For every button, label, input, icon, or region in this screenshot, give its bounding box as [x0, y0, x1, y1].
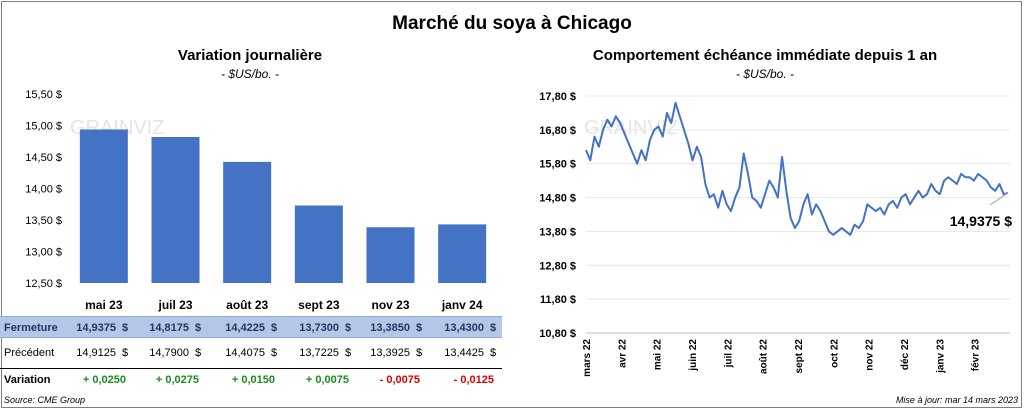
currency-symbol: $: [416, 347, 423, 359]
currency-symbol: $: [345, 347, 352, 359]
bar-chart-title: Variation journalière: [177, 47, 323, 64]
x-tick-label: mai 22: [653, 339, 664, 371]
currency-symbol: $: [271, 347, 278, 359]
table-cell: + 0,0075: [305, 374, 349, 386]
bar: [294, 205, 343, 283]
table-cell: 14,8175: [149, 322, 189, 334]
bar: [79, 129, 128, 283]
y-tick-label: 10,80 $: [539, 328, 576, 340]
watermark-right: GRAINVIZ: [584, 117, 678, 139]
bar: [438, 224, 487, 283]
y-tick-label: 12,80 $: [539, 260, 576, 272]
line-chart-unit: - $US/bo. -: [735, 67, 795, 81]
y-tick-label: 13,50 $: [25, 215, 62, 227]
table-cell: 14,9375: [76, 322, 116, 334]
x-tick-label: nov 22: [865, 339, 876, 371]
table-cell: + 0,0275: [155, 374, 199, 386]
currency-symbol: $: [195, 347, 202, 359]
last-value-leader: [989, 192, 1009, 206]
currency-symbol: $: [490, 322, 497, 334]
bar-chart: GRAINVIZ 12,50 $13,00 $13,50 $14,00 $14,…: [25, 89, 487, 312]
y-tick-label: 11,80 $: [540, 294, 576, 306]
table-cell: + 0,0250: [82, 374, 126, 386]
x-tick-label: févr 23: [971, 339, 982, 372]
table-cell: - 0,0125: [453, 374, 494, 386]
table-cell: 14,9125: [76, 347, 116, 359]
bar: [151, 136, 200, 283]
table-row: Précédent $14,9125 $14,7900 $14,4075 $13,722…: [0, 342, 502, 364]
line-chart-title: Comportement échéance immédiate depuis 1…: [592, 47, 938, 64]
x-tick-label: déc 22: [900, 339, 911, 371]
x-tick-label: mai 23: [85, 298, 123, 312]
x-tick-label: nov 23: [371, 298, 409, 312]
y-tick-label: 17,80 $: [539, 91, 576, 103]
x-tick-label: août 23: [226, 298, 268, 312]
row-label: Précédent: [4, 347, 55, 359]
bar: [366, 227, 415, 283]
y-tick-label: 14,50 $: [25, 152, 62, 164]
x-tick-label: janv 23: [935, 339, 946, 374]
y-tick-label: 15,80 $: [539, 159, 576, 171]
table-row: Variation + 0,0250 + 0,0275 + 0,0150 + 0,007…: [0, 368, 502, 390]
x-tick-label: janv 24: [441, 298, 483, 312]
line-chart: GRAINVIZ 14,9375 $ 10,80 $ 11,80 $ 12,80 $…: [539, 91, 1012, 377]
row-label: Fermeture: [4, 322, 58, 334]
x-tick-label: sept 23: [298, 298, 340, 312]
currency-symbol: $: [122, 322, 129, 334]
bar-chart-unit: - $US/bo. -: [220, 67, 280, 81]
table-cell: 13,7225: [299, 347, 339, 359]
x-tick-label: juil 23: [157, 298, 192, 312]
y-tick-label: 12,50 $: [25, 278, 62, 290]
currency-symbol: $: [122, 347, 129, 359]
y-tick-label: 13,00 $: [25, 247, 62, 259]
x-tick-label: sept 22: [794, 339, 805, 374]
table-cell: 14,7900: [149, 347, 189, 359]
table-cell: - 0,0075: [379, 374, 420, 386]
table-row: Fermeture $14,9375 $14,8175 $14,4225 $13,730…: [0, 316, 502, 338]
table-cell: + 0,0150: [231, 374, 275, 386]
last-value-label: 14,9375 $: [950, 213, 1012, 229]
currency-symbol: $: [195, 322, 202, 334]
row-label: Variation: [4, 374, 51, 386]
y-tick-label: 16,80 $: [539, 125, 576, 137]
page-title: Marché du soya à Chicago: [392, 13, 632, 34]
y-tick-label: 13,80 $: [539, 226, 576, 238]
table-cell: 14,4075: [225, 347, 265, 359]
currency-symbol: $: [345, 322, 352, 334]
currency-symbol: $: [416, 322, 423, 334]
update-note: Mise à jour: mar 14 mars 2023: [895, 395, 1018, 405]
x-tick-label: mars 22: [582, 339, 593, 377]
currency-symbol: $: [271, 322, 278, 334]
table-cell: 13,3850: [370, 322, 410, 334]
x-tick-label: juil 22: [723, 339, 734, 369]
table-cell: 13,4300: [444, 322, 484, 334]
table-cell: 13,7300: [299, 322, 339, 334]
y-tick-label: 15,50 $: [25, 89, 62, 101]
x-tick-label: août 22: [759, 339, 770, 374]
bar: [223, 161, 272, 283]
x-tick-label: avr 22: [617, 339, 628, 368]
table-cell: 13,4425: [444, 347, 484, 359]
y-tick-label: 15,00 $: [25, 121, 62, 133]
currency-symbol: $: [490, 347, 497, 359]
x-tick-label: juin 22: [688, 339, 699, 372]
y-tick-label: 14,80 $: [539, 193, 576, 205]
series-line: [585, 101, 1009, 236]
x-tick-label: oct 22: [829, 339, 840, 368]
source-note: Source: CME Group: [4, 395, 86, 405]
table-cell: 14,4225: [225, 322, 265, 334]
y-tick-label: 14,00 $: [25, 184, 62, 196]
table-cell: 13,3925: [370, 347, 410, 359]
